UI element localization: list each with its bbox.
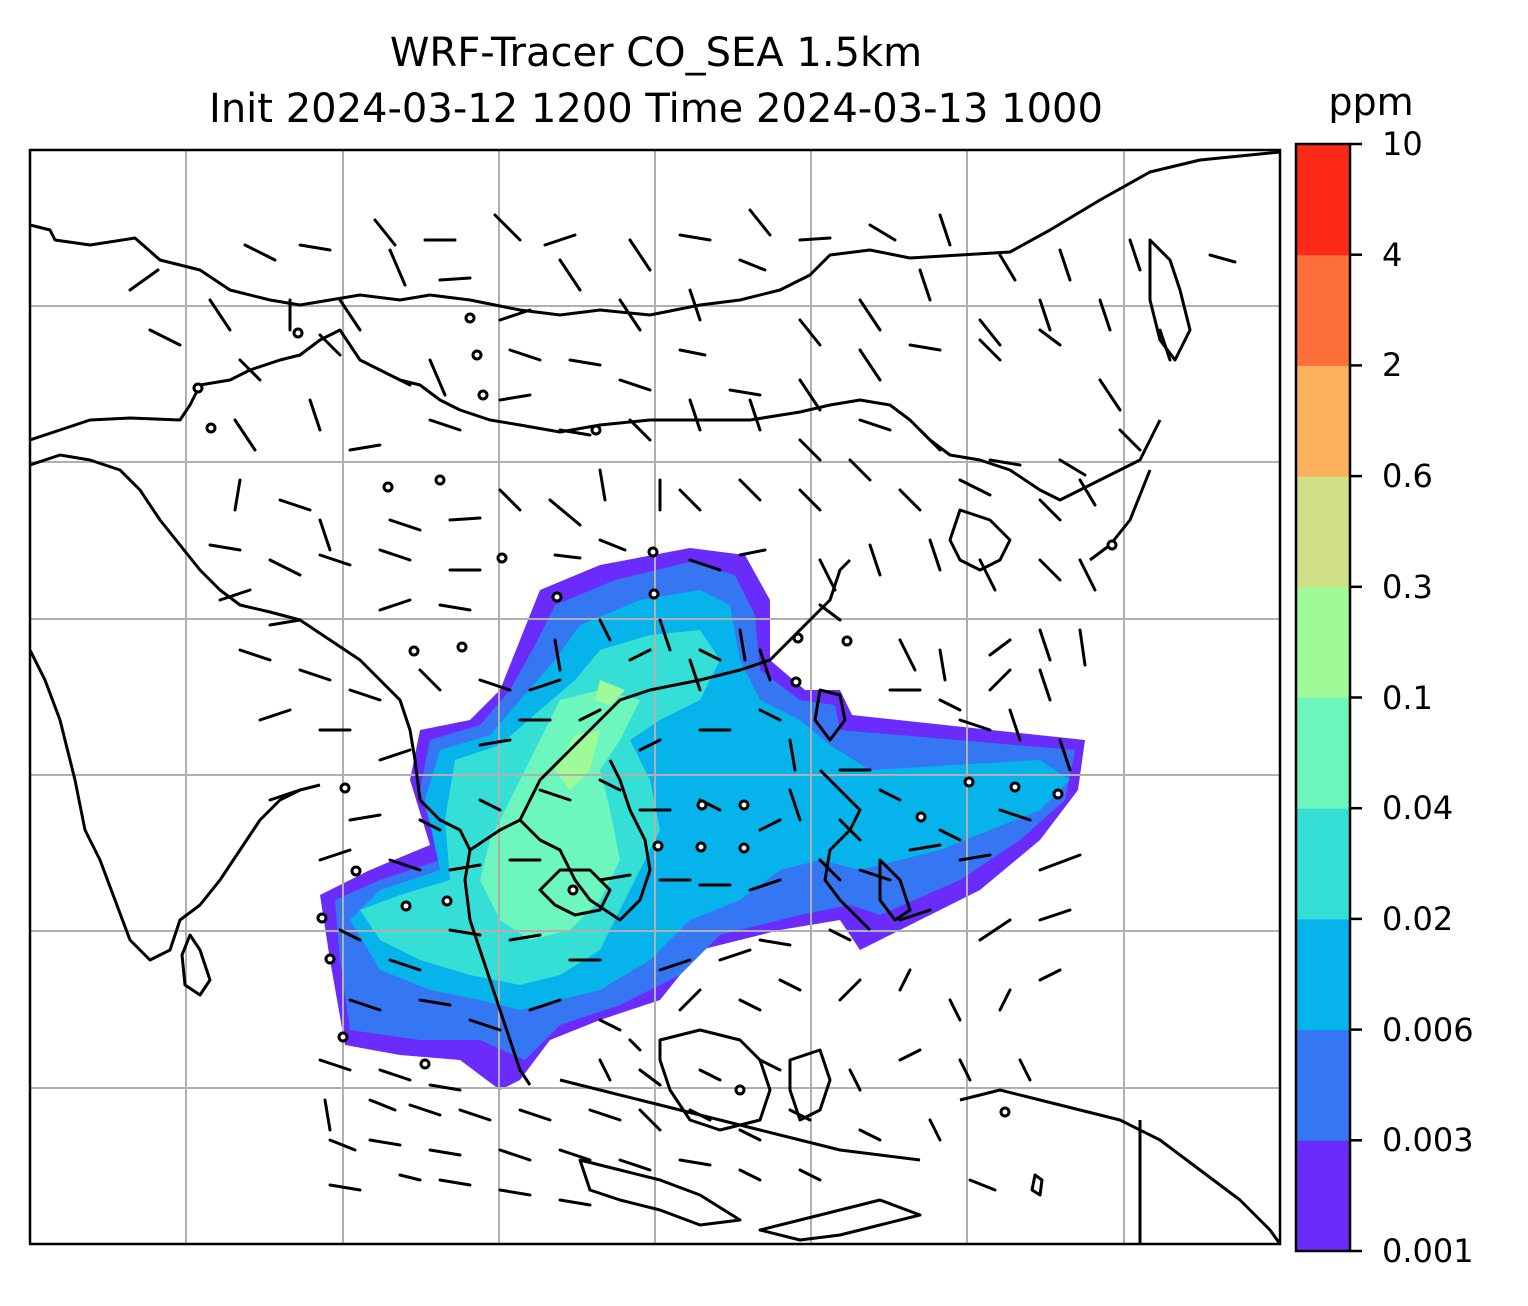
colorbar-tick-label: 0.02 [1382, 899, 1454, 938]
colorbar-segment [1296, 918, 1350, 1031]
colorbar-tick-label: 4 [1382, 235, 1403, 274]
colorbar-segment [1296, 254, 1350, 366]
colorbar-tick-label: 0.1 [1382, 678, 1433, 717]
colorbar-segment [1296, 365, 1350, 477]
colorbar-tick-label: 0.3 [1382, 567, 1433, 606]
colorbar-segment [1296, 586, 1350, 698]
colorbar-segment [1296, 476, 1350, 588]
map-frame [28, 148, 1282, 1246]
colorbar-tick-label: 10 [1382, 125, 1423, 163]
calm-wind-markers [192, 312, 1118, 1118]
colorbar [1294, 142, 1362, 1253]
colorbar-segment [1296, 697, 1350, 809]
colorbar-segment [1296, 144, 1350, 256]
colorbar-tick-label: 0.04 [1382, 789, 1454, 828]
colorbar-segment [1296, 1140, 1350, 1252]
coastlines [30, 150, 1280, 1244]
colorbar-unit-label: ppm [1328, 80, 1414, 124]
concentration-field [320, 548, 1085, 1090]
colorbar-tick-label: 0.006 [1382, 1010, 1474, 1049]
map-title-line2: Init 2024-03-12 1200 Time 2024-03-13 100… [209, 86, 1103, 132]
colorbar-segment [1296, 1029, 1350, 1141]
map-panel [28, 148, 1282, 1246]
colorbar-tick-label: 0.001 [1382, 1232, 1474, 1270]
colorbar-tick-label: 0.003 [1382, 1121, 1474, 1160]
colorbar-tick-label: 0.6 [1382, 457, 1433, 496]
colorbar-tick-label: 2 [1382, 346, 1403, 385]
colorbar-segment [1296, 808, 1350, 920]
plume-layer-004 [480, 690, 640, 940]
map-title-line1: WRF-Tracer CO_SEA 1.5km [389, 30, 923, 76]
wind-barbs [128, 208, 1237, 1207]
plume-layer-01b [595, 680, 625, 705]
